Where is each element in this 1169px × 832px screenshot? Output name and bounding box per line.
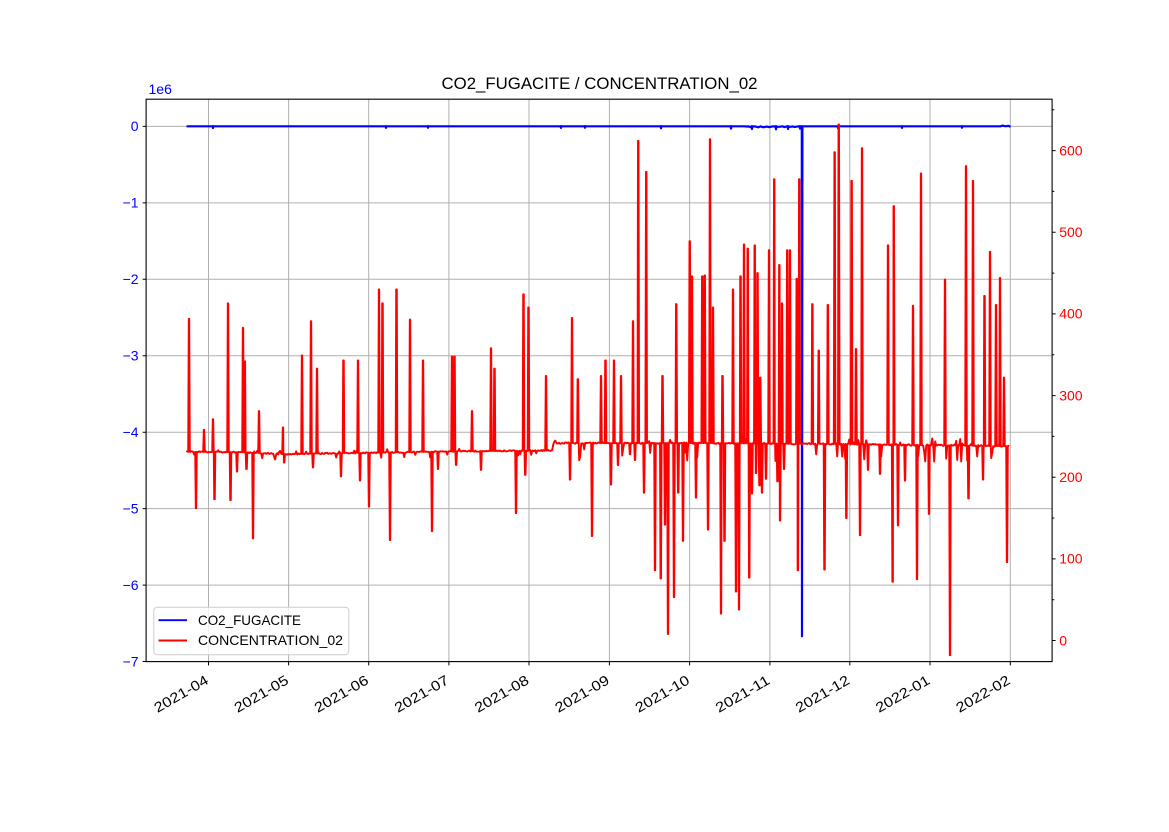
svg-text:−2: −2 [123,271,139,287]
svg-text:0: 0 [1059,632,1067,648]
svg-text:200: 200 [1059,469,1083,485]
svg-text:−6: −6 [123,577,139,593]
svg-text:0: 0 [131,118,139,134]
svg-text:500: 500 [1059,224,1083,240]
svg-text:−5: −5 [123,500,139,516]
svg-text:−7: −7 [123,653,139,669]
svg-text:CONCENTRATION_02: CONCENTRATION_02 [198,632,343,648]
svg-text:−1: −1 [123,195,139,211]
svg-text:400: 400 [1059,306,1083,322]
svg-text:1e6: 1e6 [149,81,173,97]
svg-text:−3: −3 [123,348,139,364]
svg-text:600: 600 [1059,142,1083,158]
svg-text:100: 100 [1059,551,1083,567]
svg-text:−4: −4 [123,424,139,440]
svg-text:300: 300 [1059,387,1083,403]
svg-text:CO2_FUGACITE / CONCENTRATION_0: CO2_FUGACITE / CONCENTRATION_02 [442,74,758,93]
svg-text:CO2_FUGACITE: CO2_FUGACITE [198,612,301,628]
